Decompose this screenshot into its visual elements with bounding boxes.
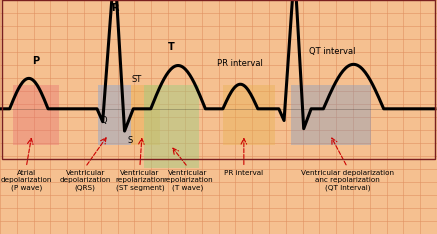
Bar xyxy=(131,85,160,145)
Text: Atrial
depolarization
(P wave): Atrial depolarization (P wave) xyxy=(0,170,52,191)
Text: Ventricular
repolarization
(ST segment): Ventricular repolarization (ST segment) xyxy=(115,170,165,191)
Text: P: P xyxy=(32,56,39,66)
Bar xyxy=(13,85,59,145)
Text: QT interval: QT interval xyxy=(309,47,355,56)
Text: Ventricular
depolarization
(QRS): Ventricular depolarization (QRS) xyxy=(59,170,111,191)
Text: ST: ST xyxy=(131,75,142,84)
Bar xyxy=(2,0,435,159)
Text: PR interval: PR interval xyxy=(218,59,263,68)
Bar xyxy=(223,85,275,145)
Text: PR interval: PR interval xyxy=(224,170,264,176)
Bar xyxy=(98,85,131,145)
Bar xyxy=(291,85,371,145)
Text: T: T xyxy=(168,42,175,52)
Text: R: R xyxy=(111,3,119,13)
Text: Q: Q xyxy=(101,116,108,125)
Bar xyxy=(144,85,199,168)
Text: S: S xyxy=(128,136,133,145)
Text: Ventricular depolarization
anc repolarization
(QT Interval): Ventricular depolarization anc repolariz… xyxy=(301,170,394,191)
Text: Ventricular
repolarization
(T wave): Ventricular repolarization (T wave) xyxy=(163,170,213,191)
